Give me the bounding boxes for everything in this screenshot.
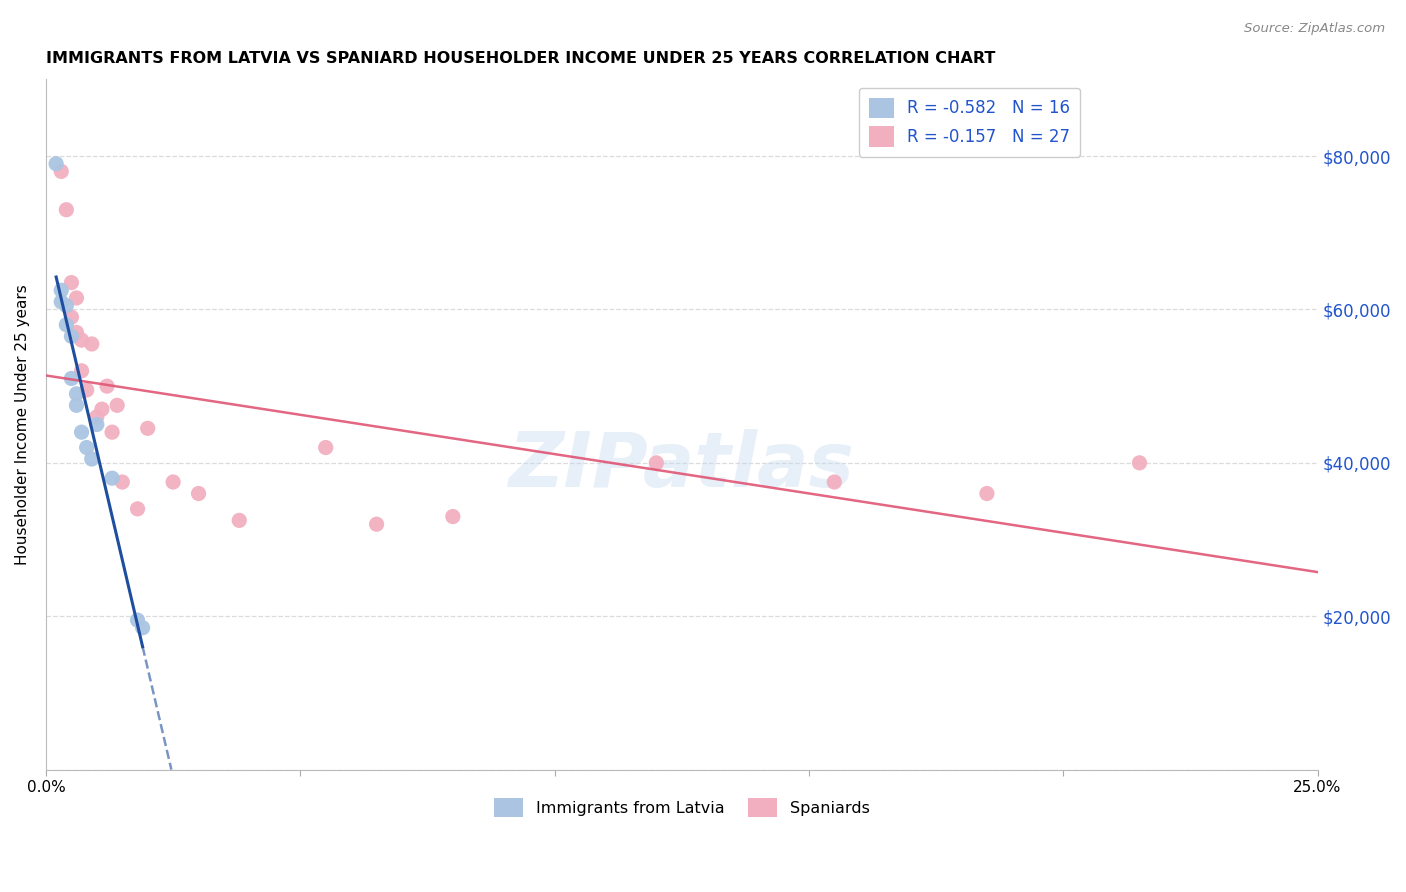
Text: Source: ZipAtlas.com: Source: ZipAtlas.com [1244,22,1385,36]
Point [366,517,388,532]
Point [441,509,464,524]
Point [131,621,153,635]
Point [1128,456,1150,470]
Point [55,299,77,313]
Point [111,475,134,489]
Y-axis label: Householder Income Under 25 years: Householder Income Under 25 years [15,285,30,565]
Point [101,471,124,485]
Point [101,425,124,439]
Point [60,371,83,385]
Point [127,613,149,627]
Point [70,425,93,439]
Legend: Immigrants from Latvia, Spaniards: Immigrants from Latvia, Spaniards [488,791,876,824]
Point [55,318,77,332]
Point [55,202,77,217]
Point [645,456,668,470]
Point [127,501,149,516]
Point [162,475,184,489]
Point [86,409,108,424]
Point [51,164,73,178]
Point [76,383,98,397]
Point [136,421,159,435]
Point [976,486,998,500]
Point [823,475,845,489]
Point [86,417,108,432]
Point [80,337,103,351]
Text: IMMIGRANTS FROM LATVIA VS SPANIARD HOUSEHOLDER INCOME UNDER 25 YEARS CORRELATION: IMMIGRANTS FROM LATVIA VS SPANIARD HOUSE… [46,51,995,66]
Point [105,398,128,412]
Point [65,291,87,305]
Text: ZIPatlas: ZIPatlas [509,429,855,503]
Point [65,398,87,412]
Point [51,294,73,309]
Point [315,441,337,455]
Point [60,310,83,325]
Point [228,513,250,527]
Point [45,157,67,171]
Point [96,379,118,393]
Point [90,402,112,417]
Point [187,486,209,500]
Point [70,333,93,347]
Point [80,452,103,467]
Point [60,329,83,343]
Point [76,441,98,455]
Point [70,364,93,378]
Point [65,387,87,401]
Point [51,283,73,297]
Point [65,326,87,340]
Point [60,276,83,290]
